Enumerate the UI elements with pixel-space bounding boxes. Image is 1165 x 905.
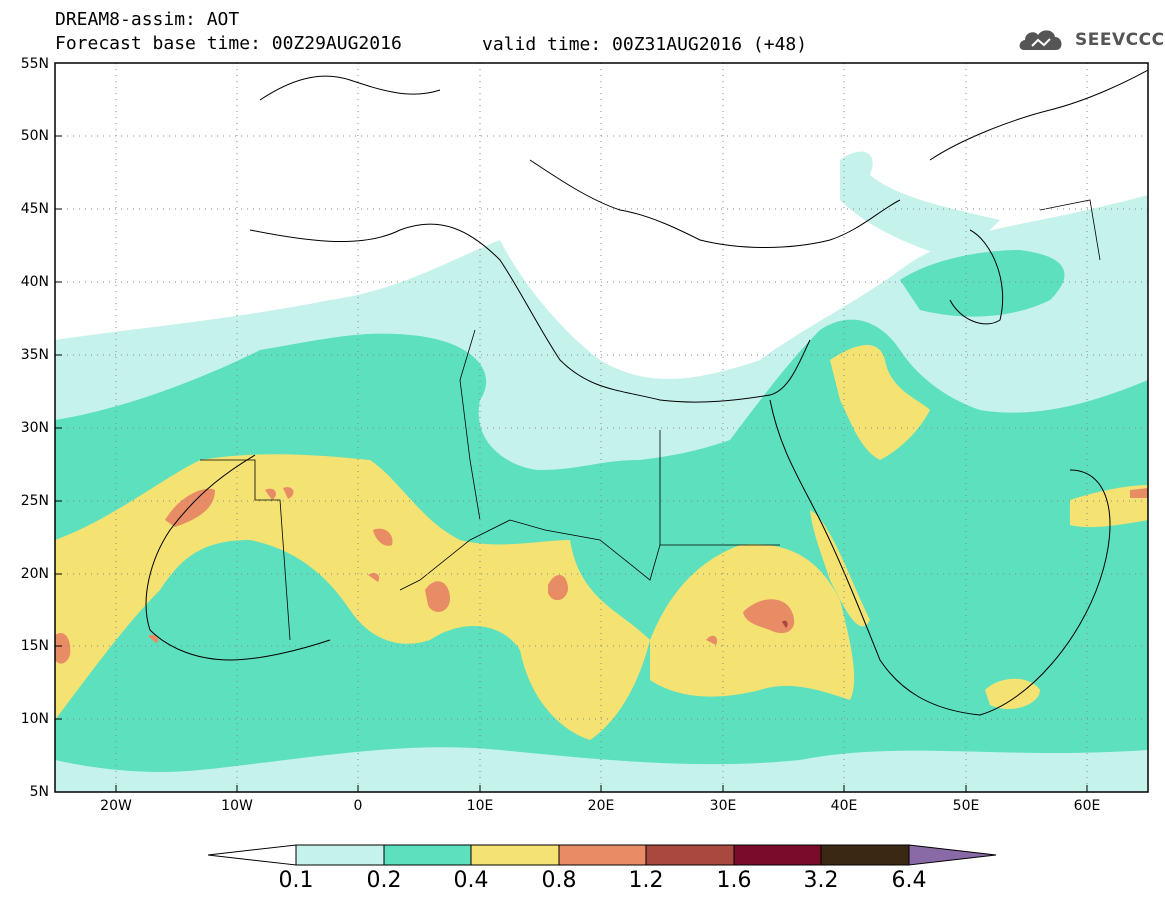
forecast-base-time: Forecast base time: 00Z29AUG2016 [55,33,402,54]
country-borders [200,199,1101,641]
colorbar-label: 0.4 [453,868,489,893]
aot-level-1.2 [782,620,788,628]
lon-label: 20E [587,798,615,814]
coastlines [145,69,1148,716]
colorbar-high-arrow [908,844,997,866]
lat-label: 40N [20,274,49,290]
logo-text: SEEVCCC [1075,30,1165,50]
cloud-icon [1019,30,1062,50]
graticule [55,63,1148,792]
lon-label: 20W [100,798,132,814]
colorbar-label: 0.8 [541,868,577,893]
colorbar [207,844,997,866]
lon-label: 50E [952,798,980,814]
lat-label: 20N [20,566,49,582]
lat-label: 45N [20,201,49,217]
colorbar-label: 0.1 [278,868,314,893]
colorbar-bin-6 [733,844,822,866]
colorbar-bin-7 [820,844,910,866]
aot-level-0.8 [55,487,1148,664]
colorbar-label: 0.2 [366,868,402,893]
colorbar-label: 6.4 [891,868,927,893]
lon-label: 10W [221,798,253,814]
colorbar-bin-5 [645,844,735,866]
lat-label: 50N [20,128,49,144]
map-title: DREAM8-assim: AOT [55,9,240,30]
lon-label: 40E [830,798,858,814]
lat-label: 25N [20,493,49,509]
lon-label: 0 [353,798,363,814]
axis-ticks [55,62,1088,792]
lat-label: 30N [20,420,49,436]
colorbar-bin-4 [558,844,647,866]
colorbar-label: 1.2 [628,868,664,893]
colorbar-low-arrow [207,844,297,866]
lon-label: 10E [466,798,494,814]
lat-label: 55N [20,56,49,72]
lat-label: 5N [29,784,49,800]
colorbar-bin-1 [295,844,385,866]
lon-label: 60E [1073,798,1101,814]
colorbar-bin-2 [383,844,472,866]
lat-label: 35N [20,347,49,363]
colorbar-label: 3.2 [803,868,839,893]
lat-label: 10N [20,711,49,727]
colorbar-bin-3 [470,844,560,866]
colorbar-label: 1.6 [716,868,752,893]
lon-label: 30E [709,798,737,814]
lat-label: 15N [20,638,49,654]
valid-time: valid time: 00Z31AUG2016 (+48) [482,34,808,55]
